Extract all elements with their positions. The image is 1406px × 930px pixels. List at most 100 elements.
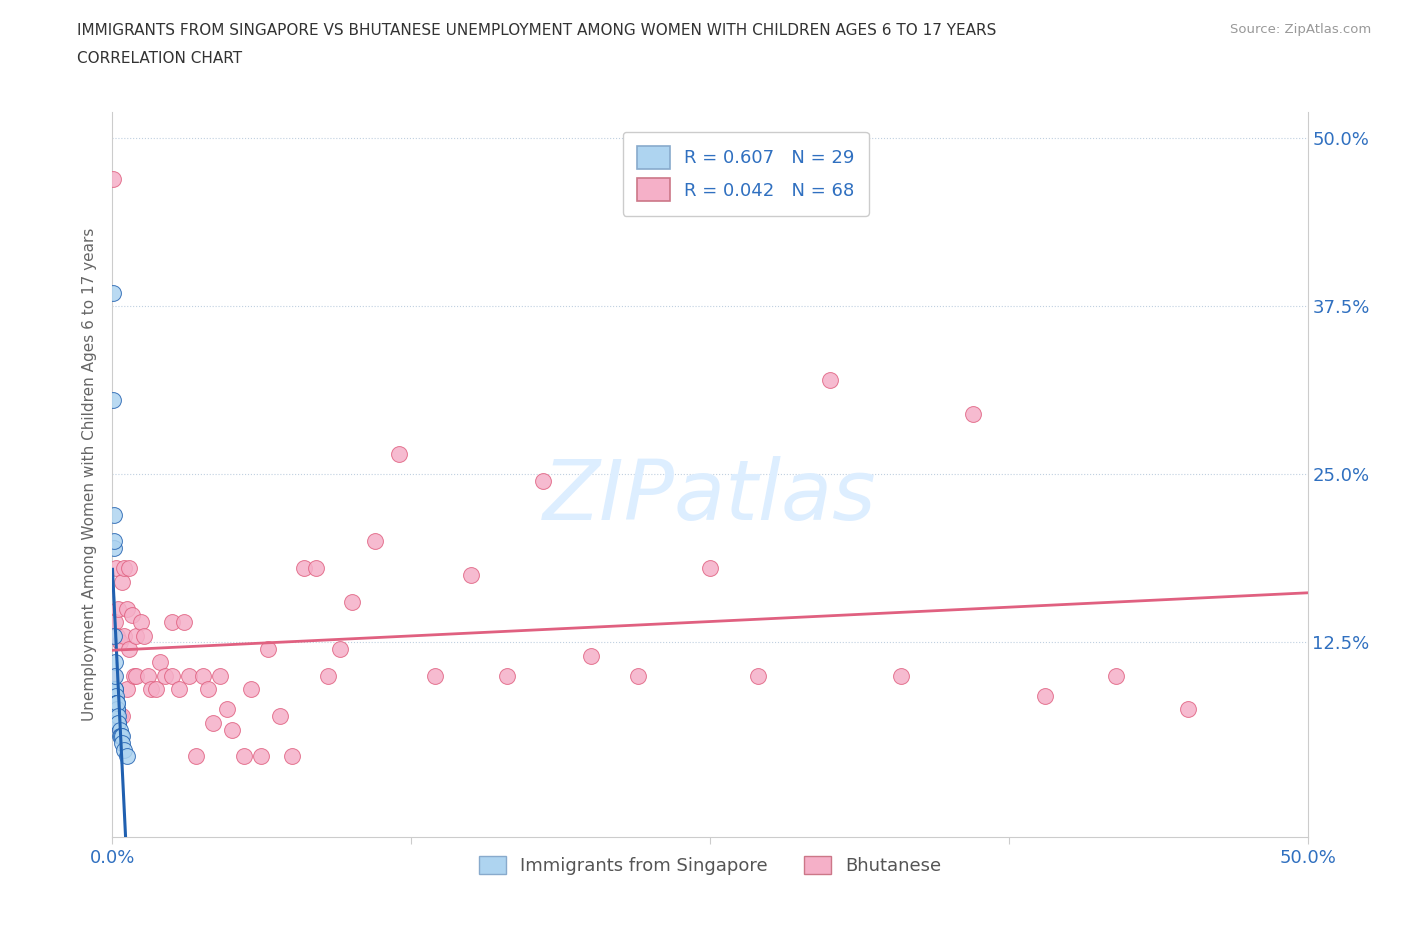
Point [1105, 669, 1128, 684]
Point [114, 742, 135, 757]
Text: IMMIGRANTS FROM SINGAPORE VS BHUTANESE UNEMPLOYMENT AMONG WOMEN WITH CHILDREN AG: IMMIGRANTS FROM SINGAPORE VS BHUTANESE U… [77, 23, 997, 38]
Point [962, 406, 984, 421]
Point [496, 669, 519, 684]
Point [209, 669, 232, 684]
Point [104, 715, 127, 730]
Point [104, 669, 127, 684]
Point [153, 669, 176, 684]
Point [217, 702, 239, 717]
Point [221, 722, 243, 737]
Point [108, 709, 131, 724]
Point [115, 682, 138, 697]
Point [145, 682, 167, 697]
Point [103, 628, 125, 643]
Point [108, 729, 131, 744]
Point [107, 709, 129, 724]
Point [627, 669, 650, 684]
Point [240, 682, 263, 697]
Point [173, 615, 195, 630]
Point [201, 715, 224, 730]
Point [115, 601, 138, 616]
Point [125, 628, 148, 643]
Point [1177, 702, 1199, 717]
Point [105, 696, 128, 711]
Point [138, 669, 160, 684]
Point [249, 749, 271, 764]
Point [107, 601, 129, 616]
Point [104, 615, 127, 630]
Point [197, 682, 219, 697]
Text: CORRELATION CHART: CORRELATION CHART [77, 51, 242, 66]
Point [460, 567, 482, 582]
Point [115, 749, 138, 764]
Point [105, 702, 128, 717]
Point [108, 635, 131, 650]
Point [257, 642, 280, 657]
Point [149, 655, 172, 670]
Point [425, 669, 447, 684]
Point [101, 286, 124, 300]
Point [186, 749, 208, 764]
Point [108, 722, 131, 737]
Y-axis label: Unemployment Among Women with Children Ages 6 to 17 years: Unemployment Among Women with Children A… [82, 228, 97, 721]
Point [104, 696, 127, 711]
Point [890, 669, 912, 684]
Point [269, 709, 291, 724]
Point [103, 669, 125, 684]
Point [105, 702, 128, 717]
Point [103, 709, 125, 724]
Point [162, 669, 183, 684]
Point [104, 682, 127, 697]
Point [177, 669, 200, 684]
Point [104, 655, 127, 670]
Point [169, 682, 191, 697]
Point [316, 669, 339, 684]
Point [103, 171, 125, 186]
Point [103, 393, 125, 408]
Point [121, 608, 143, 623]
Point [107, 715, 129, 730]
Point [103, 534, 125, 549]
Point [129, 615, 152, 630]
Point [105, 696, 128, 711]
Point [111, 575, 134, 590]
Point [579, 648, 602, 663]
Point [105, 628, 128, 643]
Point [329, 642, 352, 657]
Point [104, 682, 127, 697]
Point [111, 736, 134, 751]
Point [233, 749, 256, 764]
Point [118, 561, 141, 576]
Point [139, 682, 162, 697]
Point [699, 561, 721, 576]
Point [340, 594, 363, 609]
Point [105, 696, 128, 711]
Point [105, 709, 128, 724]
Point [292, 561, 315, 576]
Point [193, 669, 215, 684]
Point [531, 473, 554, 488]
Point [132, 628, 155, 643]
Point [103, 540, 125, 555]
Point [111, 729, 134, 744]
Point [747, 669, 769, 684]
Point [111, 709, 134, 724]
Point [1033, 688, 1056, 703]
Point [364, 534, 387, 549]
Point [162, 615, 183, 630]
Point [105, 702, 128, 717]
Point [818, 373, 841, 388]
Point [105, 709, 128, 724]
Point [118, 642, 141, 657]
Text: Source: ZipAtlas.com: Source: ZipAtlas.com [1230, 23, 1371, 36]
Point [107, 715, 129, 730]
Point [110, 729, 132, 744]
Point [122, 669, 145, 684]
Point [114, 628, 135, 643]
Point [114, 561, 135, 576]
Point [103, 507, 125, 522]
Point [105, 561, 128, 576]
Legend: Immigrants from Singapore, Bhutanese: Immigrants from Singapore, Bhutanese [471, 848, 949, 883]
Point [388, 446, 411, 461]
Point [104, 688, 127, 703]
